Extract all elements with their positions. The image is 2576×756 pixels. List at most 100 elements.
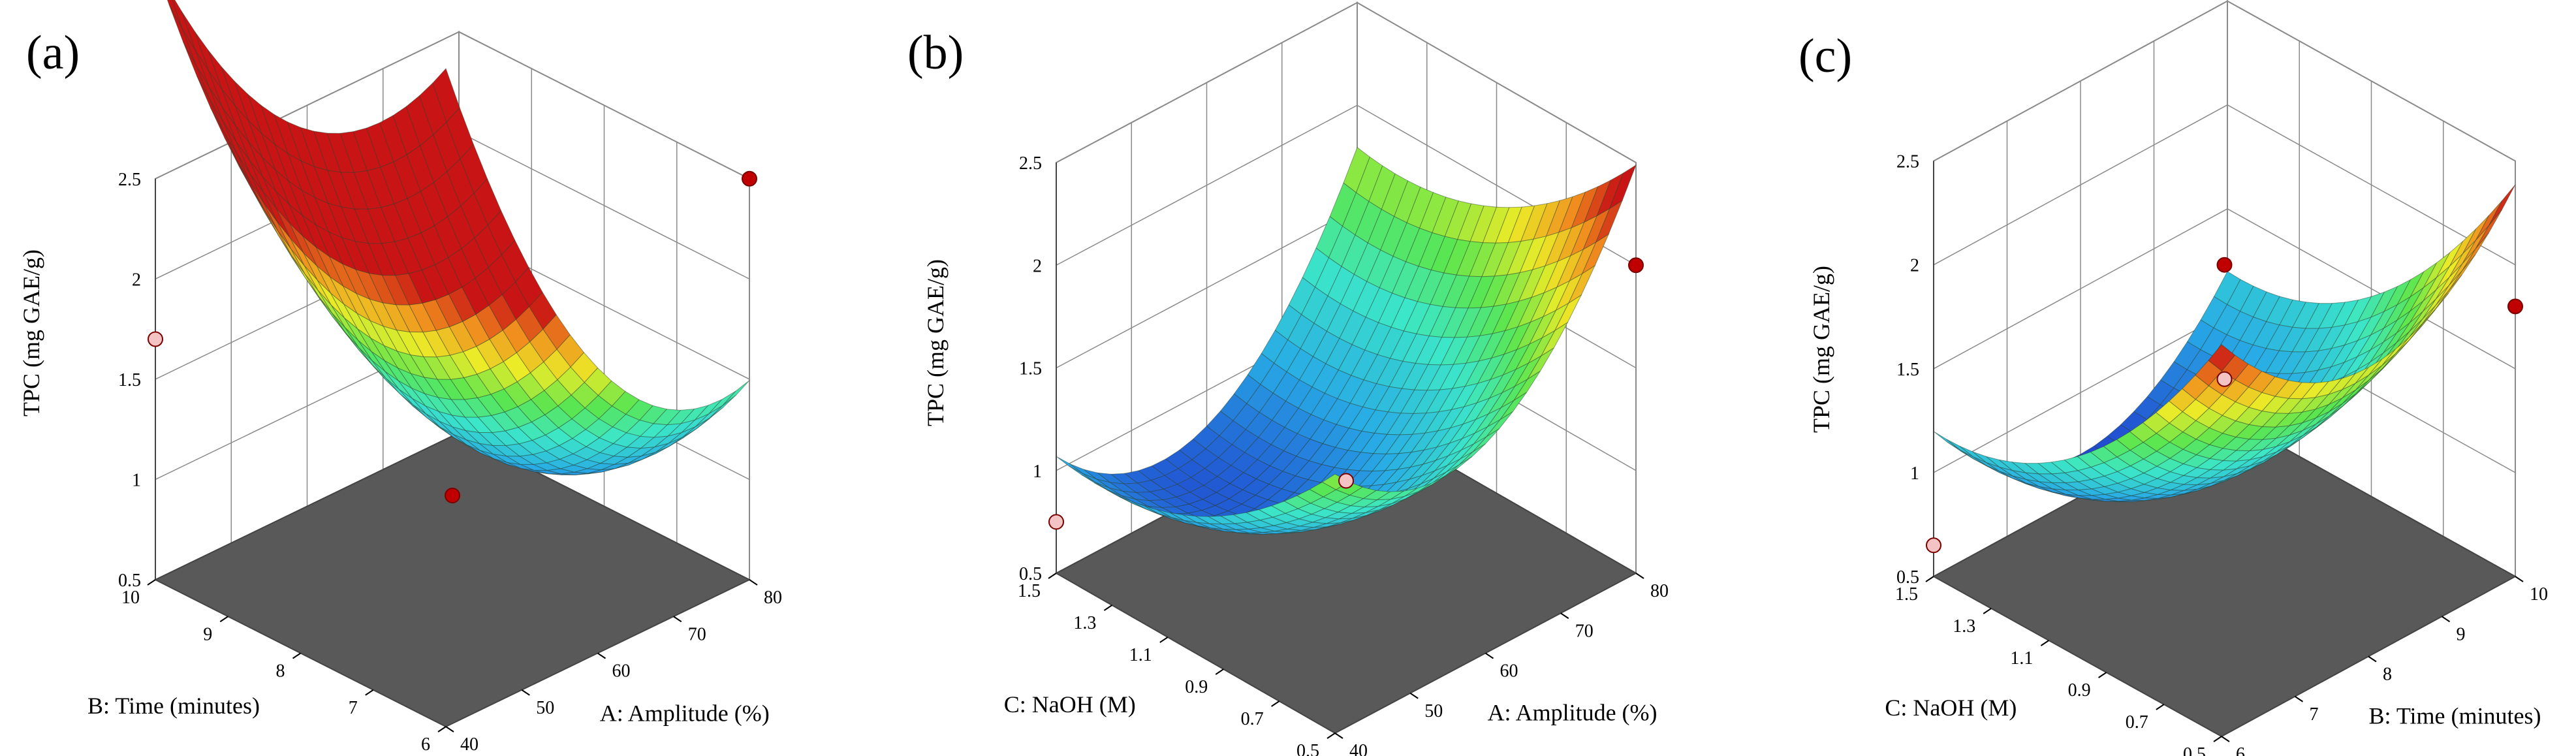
- surface-patch: [626, 446, 656, 458]
- panel-label: (b): [907, 26, 964, 80]
- y-tick-label: 1.3: [1953, 616, 1975, 637]
- gridline: [1933, 312, 2228, 473]
- chart-panel: 0.5 1 1.5 2 2.5 6 7 8 9 10 0.5 0.7 0.9 1.1 1.3 1.5 (c) TP…: [1798, 0, 2548, 756]
- surface-patch: [1216, 465, 1245, 484]
- surface-patch: [1219, 514, 1249, 524]
- surface-patch: [1274, 304, 1302, 341]
- surface-patch: [1268, 471, 1296, 490]
- surface-patch: [2090, 446, 2118, 464]
- surface-patch: [1432, 197, 1459, 237]
- surface-patch: [2235, 424, 2263, 440]
- surface-patch: [2276, 435, 2304, 452]
- surface-patch: [2395, 324, 2423, 354]
- x-tick: [2515, 576, 2524, 582]
- y-tick-label: 1.3: [1073, 613, 1096, 633]
- surface-patch: [1375, 490, 1405, 501]
- y-tick-label: 6: [421, 734, 430, 755]
- panel-label: (a): [26, 26, 80, 80]
- surface-patch: [1347, 430, 1375, 453]
- surface-patch: [514, 266, 543, 307]
- y-axis-title: C: NaOH (M): [1004, 691, 1136, 717]
- design-point: [1628, 257, 1644, 274]
- y-tick: [1271, 701, 1280, 707]
- surface-patch: [439, 420, 467, 440]
- surface-patch: [1258, 505, 1287, 518]
- x-tick: [445, 726, 454, 732]
- surface-patch: [1569, 241, 1597, 282]
- surface-patch: [2050, 472, 2079, 483]
- surface-patch: [1326, 303, 1354, 339]
- surface-patch: [2261, 376, 2289, 397]
- surface-patch: [2302, 403, 2329, 423]
- x-tick-label: 70: [1575, 621, 1594, 641]
- surface-patch: [2356, 327, 2385, 358]
- z-tick-label: 2: [132, 270, 141, 290]
- surface-patch: [1399, 413, 1427, 435]
- surface-patch: [2301, 381, 2329, 400]
- surface-patch: [1313, 295, 1342, 332]
- gridline: [1056, 207, 1358, 369]
- surface-patch: [1209, 523, 1236, 530]
- surface-patch: [1283, 495, 1312, 509]
- surface-patch: [1946, 439, 1973, 458]
- z-axis-title: TPC (mg GAE/g): [1808, 266, 1834, 433]
- y-tick: [219, 616, 228, 623]
- surface-patch: [1528, 330, 1556, 364]
- surface-patch: [2276, 430, 2303, 447]
- surface-patch: [2475, 200, 2503, 241]
- y-tick: [365, 689, 374, 696]
- surface-patch: [1567, 264, 1596, 304]
- surface-patch: [2223, 459, 2250, 471]
- z-tick-label: 1: [1033, 462, 1042, 482]
- surface-patch: [1327, 520, 1354, 528]
- surface-patch: [1270, 501, 1299, 514]
- panel-label: (c): [1798, 29, 1852, 83]
- surface-patch: [2287, 382, 2316, 400]
- surface-patch: [2331, 321, 2359, 349]
- surface-patch: [2355, 358, 2382, 384]
- surface-patch: [2304, 348, 2333, 373]
- surface-patch: [446, 106, 474, 160]
- surface-patch: [2171, 490, 2198, 497]
- z-tick-label: 1.5: [118, 370, 141, 390]
- y-tick-label: 1.1: [1129, 645, 1152, 665]
- y-tick: [1159, 637, 1169, 643]
- surface-patch: [2144, 487, 2171, 495]
- surface-patch: [2276, 437, 2304, 455]
- y-tick: [2040, 640, 2049, 646]
- y-tick: [2213, 736, 2222, 742]
- surface-patch: [2302, 411, 2330, 431]
- gridline: [1357, 2, 1637, 163]
- surface-patch: [584, 367, 612, 396]
- y-tick-label: 8: [276, 661, 285, 682]
- x-tick-label: 70: [688, 624, 706, 644]
- surface-patch: [2265, 350, 2293, 374]
- surface-patch: [2144, 496, 2172, 501]
- design-point: [742, 170, 757, 187]
- x-tick-label: 50: [1424, 701, 1443, 721]
- z-tick-label: 1.5: [1896, 360, 1919, 380]
- surface-patch: [1260, 362, 1287, 394]
- surface-patch: [2462, 215, 2490, 255]
- surface-patch: [1558, 191, 1586, 233]
- surface-patch: [1119, 496, 1146, 510]
- y-tick: [1327, 732, 1336, 739]
- z-tick-label: 1: [1910, 464, 1919, 484]
- z-tick-label: 1: [132, 470, 141, 490]
- surface-patch: [2169, 388, 2197, 413]
- surface-patch: [1500, 392, 1527, 420]
- surface-patch: [2381, 340, 2410, 369]
- x-tick: [1635, 573, 1644, 579]
- surface-patch: [1398, 432, 1426, 454]
- surface-patch: [2355, 365, 2383, 390]
- surface-patch: [1405, 484, 1432, 499]
- surface-patch: [2383, 296, 2411, 330]
- surface-patch: [1384, 452, 1413, 471]
- surface-patch: [2105, 492, 2131, 499]
- surface-patch: [2195, 360, 2223, 386]
- surface-patch: [2357, 291, 2385, 323]
- z-tick-label: 0.5: [1896, 567, 1919, 588]
- surface-patch: [1110, 473, 1139, 484]
- surface-patch: [288, 180, 317, 226]
- surface-patch: [2383, 323, 2410, 353]
